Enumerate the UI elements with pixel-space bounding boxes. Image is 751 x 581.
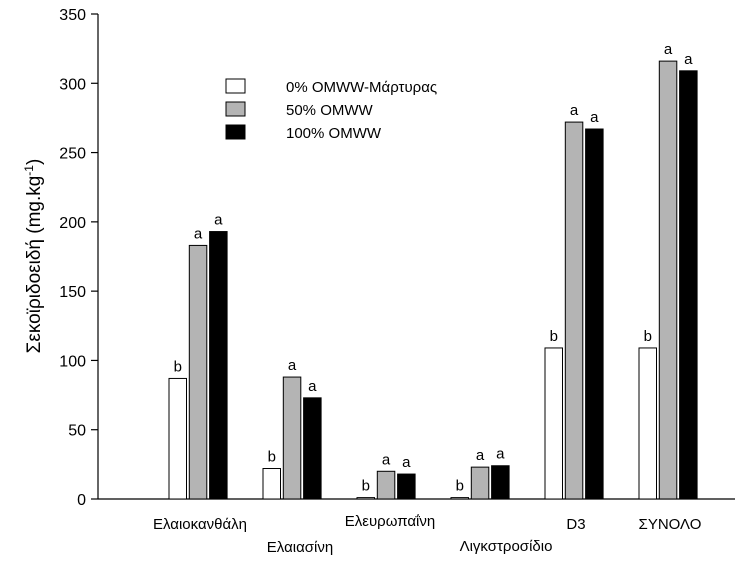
significance-label: a xyxy=(288,357,297,374)
bar xyxy=(658,60,678,500)
bar xyxy=(397,473,416,500)
x-category-label: Λιγκστροσίδιο xyxy=(460,538,553,555)
bar xyxy=(376,470,396,500)
legend-label: 0% OMWW-Μάρτυρας xyxy=(286,79,437,96)
legend: 0% OMWW-Μάρτυρας 50% OMWW 100% OMWW xyxy=(225,78,437,142)
bar xyxy=(262,468,281,500)
legend-label: 100% OMWW xyxy=(286,125,382,142)
significance-label: a xyxy=(684,51,693,68)
y-tick-label: 100 xyxy=(59,353,86,370)
y-tick-label: 300 xyxy=(59,76,86,93)
legend-swatch xyxy=(225,124,246,140)
significance-label: b xyxy=(456,478,464,495)
bar xyxy=(209,231,228,500)
y-tick-label: 350 xyxy=(59,7,86,24)
x-category-label: ΣΥΝΟΛΟ xyxy=(639,516,702,533)
significance-label: b xyxy=(268,449,276,466)
y-tick-label: 50 xyxy=(68,423,86,440)
significance-label: b xyxy=(550,328,558,345)
bar xyxy=(168,377,187,500)
significance-label: a xyxy=(590,109,599,126)
bar xyxy=(679,70,698,500)
bar xyxy=(450,497,469,500)
significance-label: a xyxy=(496,446,505,463)
bar xyxy=(544,347,563,500)
bar xyxy=(470,466,490,500)
y-tick-label: 150 xyxy=(59,284,86,301)
significance-label: a xyxy=(402,454,411,471)
y-tick-label: 200 xyxy=(59,215,86,232)
bar xyxy=(585,128,604,500)
x-category-label: Ελευρωπαΐνη xyxy=(345,513,435,530)
bar xyxy=(282,376,302,500)
bar xyxy=(564,121,584,500)
significance-label: a xyxy=(382,451,391,468)
legend-swatch xyxy=(225,78,246,94)
significance-label: a xyxy=(476,447,485,464)
significance-label: b xyxy=(644,328,652,345)
axes: 0 50 100 150 200 250 300 350 Ελαιοκανθάλη Ελαιασί… xyxy=(59,7,735,556)
significance-label: a xyxy=(308,378,317,395)
y-tick-label: 250 xyxy=(59,146,86,163)
x-category-label: Ελαιοκανθάλη xyxy=(153,516,247,533)
bar xyxy=(356,497,375,500)
significance-label: a xyxy=(570,102,579,119)
bar xyxy=(303,397,322,500)
legend-swatch xyxy=(225,101,246,117)
significance-label: b xyxy=(362,478,370,495)
bar xyxy=(491,465,510,500)
y-axis-title: Σεκοϊριδοειδή (mg.kg-1) xyxy=(22,159,45,354)
significance-label: a xyxy=(194,225,203,242)
significance-label: a xyxy=(664,41,673,58)
significance-label: a xyxy=(214,212,223,229)
x-category-label: Ελαιασίνη xyxy=(267,539,333,556)
legend-label: 50% OMWW xyxy=(286,102,374,119)
significance-label: b xyxy=(174,358,182,375)
y-tick-label: 0 xyxy=(77,492,86,509)
bar xyxy=(188,244,208,500)
x-category-label: D3 xyxy=(566,516,585,533)
bar xyxy=(638,347,657,500)
